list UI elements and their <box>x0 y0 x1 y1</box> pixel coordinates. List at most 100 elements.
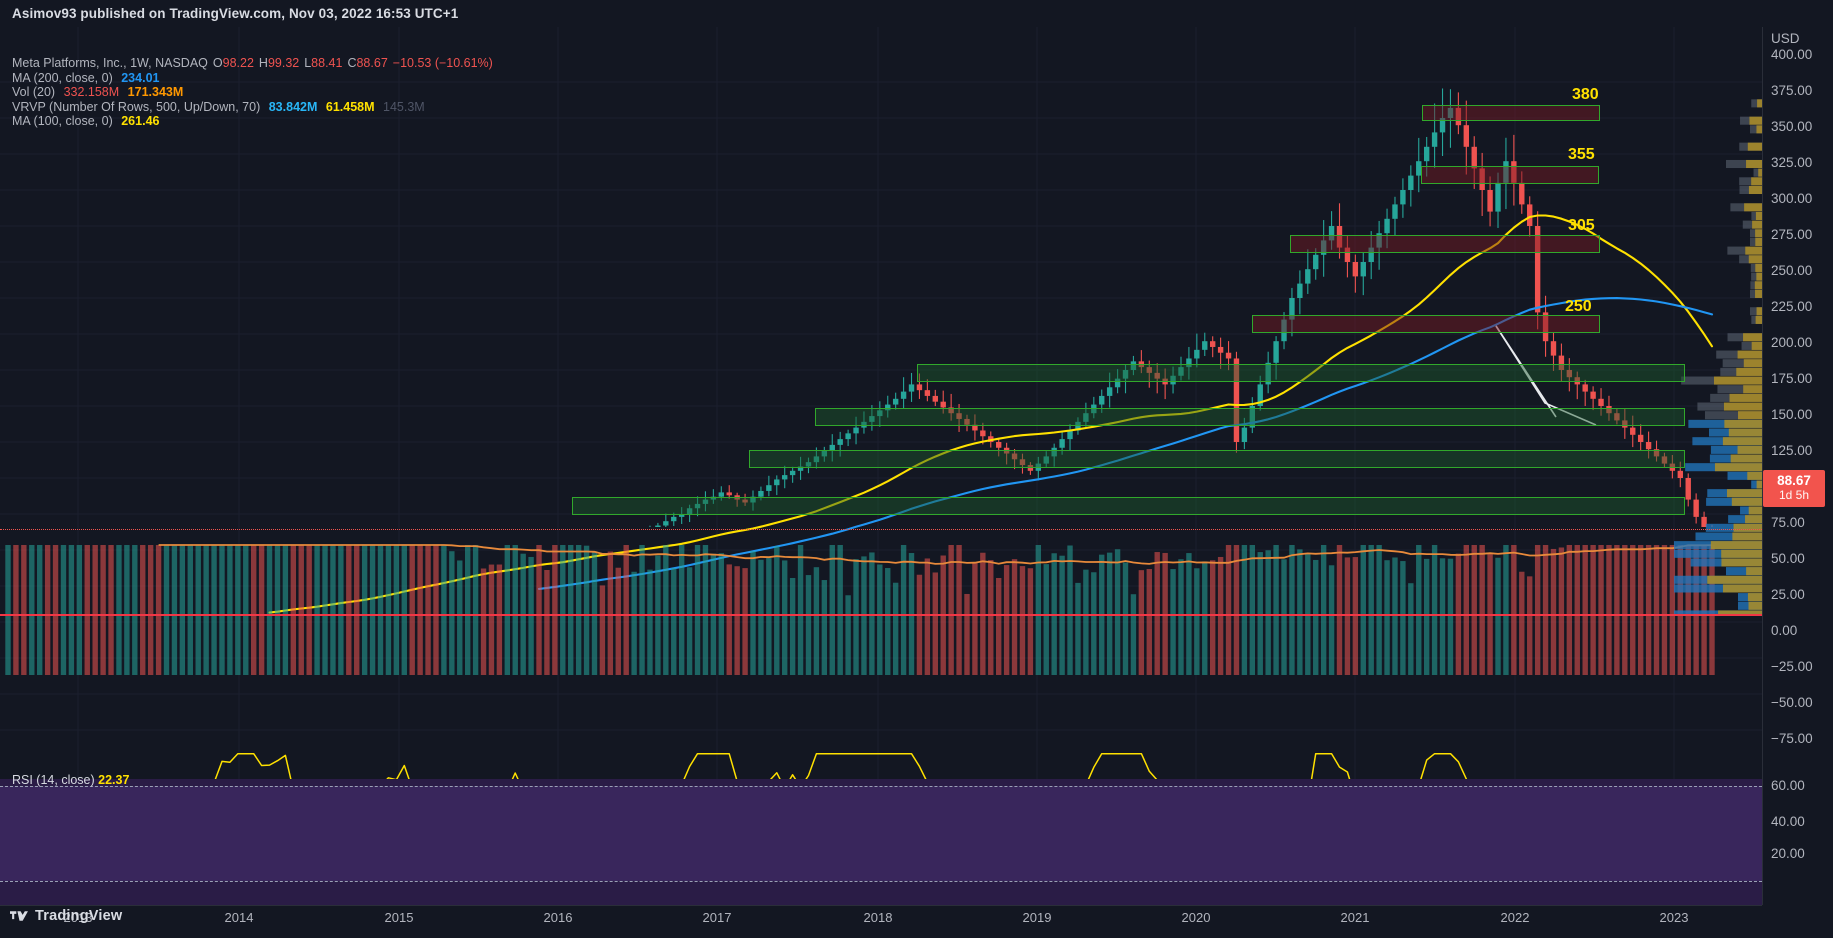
trendline-annotation <box>1495 325 1597 426</box>
chart-plot-area[interactable]: 380 355 305 250 <box>0 27 1762 905</box>
price-axis-tick: 350.00 <box>1771 119 1813 134</box>
price-axis-tick: 300.00 <box>1771 191 1813 206</box>
price-axis-tick: 150.00 <box>1771 407 1813 422</box>
price-axis-tick: 200.00 <box>1771 335 1813 350</box>
publish-bar: Asimov93 published on TradingView.com, N… <box>0 0 1833 27</box>
zone-210 <box>917 364 1685 382</box>
legend-volume-title: Vol (20) <box>12 85 56 100</box>
time-axis-tick: 2019 <box>1022 910 1052 925</box>
tradingview-branding[interactable]: TradingView <box>10 908 122 924</box>
legend-ma100-value: 261.46 <box>121 114 160 129</box>
zone-250 <box>1252 315 1600 333</box>
bottom-bar <box>0 930 1833 938</box>
price-axis-tick: 125.00 <box>1771 443 1813 458</box>
price-axis[interactable]: USD 400.00 375.00 350.00 325.00 300.00 275.00… <box>1762 27 1833 905</box>
zone-305 <box>1290 235 1600 253</box>
price-axis-unit: USD <box>1771 31 1800 46</box>
tradingview-logo-icon <box>10 910 28 921</box>
price-axis-tick: −50.00 <box>1771 695 1813 710</box>
price-annotation-355: 355 <box>1568 146 1595 163</box>
time-axis-tick: 2023 <box>1659 910 1689 925</box>
legend-row-ma200[interactable]: MA (200, close, 0) 234.01 <box>12 71 498 86</box>
time-axis-tick: 2018 <box>863 910 893 925</box>
tradingview-logo-text: TradingView <box>35 908 123 924</box>
price-axis-tick: 275.00 <box>1771 227 1813 242</box>
rsi-axis-tick: 60.00 <box>1771 778 1805 793</box>
price-axis-tick: 175.00 <box>1771 371 1813 386</box>
current-price-dotted-line <box>0 529 1762 530</box>
legend-close-value: 88.67 <box>356 56 388 70</box>
time-axis-tick: 2015 <box>384 910 414 925</box>
rsi-axis-tick: 40.00 <box>1771 814 1805 829</box>
legend-low-value: 88.41 <box>311 56 343 70</box>
rsi-legend: RSI (14, close) 22.37 <box>12 773 129 787</box>
zone-380 <box>1422 105 1600 121</box>
legend-symbol-title: Meta Platforms, Inc., 1W, NASDAQ <box>12 56 208 70</box>
price-axis-tick: −25.00 <box>1771 659 1813 674</box>
volume-histogram <box>5 545 1715 675</box>
price-axis-tick: 0.00 <box>1771 623 1798 638</box>
legend-high-key: H <box>258 56 268 70</box>
legend-change-value: −10.53 (−10.61%) <box>392 56 493 70</box>
zone-155 <box>749 450 1685 468</box>
legend-close-key: C <box>347 56 357 70</box>
volume-ma-line <box>158 544 1713 565</box>
price-annotation-250: 250 <box>1565 298 1592 315</box>
price-axis-tick: −75.00 <box>1771 731 1813 746</box>
legend-open-value: 98.22 <box>222 56 254 70</box>
candlestick-series <box>649 88 1713 527</box>
rsi-axis-tick: 20.00 <box>1771 846 1805 861</box>
price-axis-tick: 375.00 <box>1771 83 1813 98</box>
legend-high-value: 99.32 <box>267 56 300 70</box>
rsi-legend-value: 22.37 <box>98 773 130 787</box>
legend-ma100-title: MA (100, close, 0) <box>12 114 113 129</box>
price-axis-tick: 75.00 <box>1771 515 1805 530</box>
price-axis-tick: 50.00 <box>1771 551 1805 566</box>
price-axis-tick: 325.00 <box>1771 155 1813 170</box>
legend-volume-value1: 332.158M <box>63 85 120 100</box>
price-series-overlay <box>5 88 1715 904</box>
chart-legend: Meta Platforms, Inc., 1W, NASDAQ O98.22 H9… <box>12 56 498 129</box>
time-axis-tick: 2013 <box>63 910 93 925</box>
price-axis-tick: 250.00 <box>1771 263 1813 278</box>
time-axis-tick: 2020 <box>1181 910 1211 925</box>
rsi-upper-band-line <box>0 786 1762 787</box>
legend-vrvp-title: VRVP (Number Of Rows, 500, Up/Down, 70) <box>12 99 261 114</box>
legend-row-ma100[interactable]: MA (100, close, 0) 261.46 <box>12 114 498 129</box>
rsi-overbought-oversold-band <box>0 786 1762 881</box>
price-axis-tick: 400.00 <box>1771 47 1813 62</box>
time-axis-tick: 2014 <box>224 910 254 925</box>
legend-ma200-value: 234.01 <box>121 70 160 85</box>
time-axis-tick: 2016 <box>543 910 573 925</box>
time-axis-tick: 2021 <box>1340 910 1370 925</box>
legend-open-key: O <box>212 56 223 70</box>
price-annotation-305: 305 <box>1568 217 1595 234</box>
price-axis-tick: 25.00 <box>1771 587 1805 602</box>
time-axis-tick: 2022 <box>1500 910 1530 925</box>
rsi-lower-band-line <box>0 881 1762 882</box>
zone-125 <box>572 497 1685 515</box>
legend-row-volume[interactable]: Vol (20) 332.158M 171.343M <box>12 85 498 100</box>
current-price-badge[interactable]: 88.67 1d 5h <box>1763 470 1825 507</box>
rsi-pane-background <box>0 779 1762 905</box>
major-support-line <box>0 614 1762 616</box>
legend-vrvp-value2: 61.458M <box>325 99 375 114</box>
legend-volume-value2: 171.343M <box>127 85 184 100</box>
legend-vrvp-value1: 83.842M <box>268 99 318 114</box>
price-annotation-380: 380 <box>1572 86 1599 103</box>
current-price-value: 88.67 <box>1777 473 1811 488</box>
legend-ma200-title: MA (200, close, 0) <box>12 70 113 85</box>
current-price-countdown: 1d 5h <box>1778 488 1810 502</box>
time-axis-tick: 2017 <box>702 910 732 925</box>
legend-vrvp-value3: 145.3M <box>383 99 425 114</box>
legend-row-symbol[interactable]: Meta Platforms, Inc., 1W, NASDAQ O98.22 H9… <box>12 56 498 71</box>
legend-low-key: L <box>304 56 312 70</box>
price-axis-tick: 225.00 <box>1771 299 1813 314</box>
time-axis[interactable]: 2013 2014 2015 2016 2017 2018 2019 2020 2021 2022… <box>0 905 1762 931</box>
publish-caption: Asimov93 published on TradingView.com, N… <box>12 6 459 21</box>
zone-180 <box>815 408 1685 426</box>
volume-profile-vrvp <box>1674 99 1762 615</box>
rsi-legend-title: RSI (14, close) <box>12 773 95 787</box>
legend-row-vrvp[interactable]: VRVP (Number Of Rows, 500, Up/Down, 70) … <box>12 100 498 115</box>
